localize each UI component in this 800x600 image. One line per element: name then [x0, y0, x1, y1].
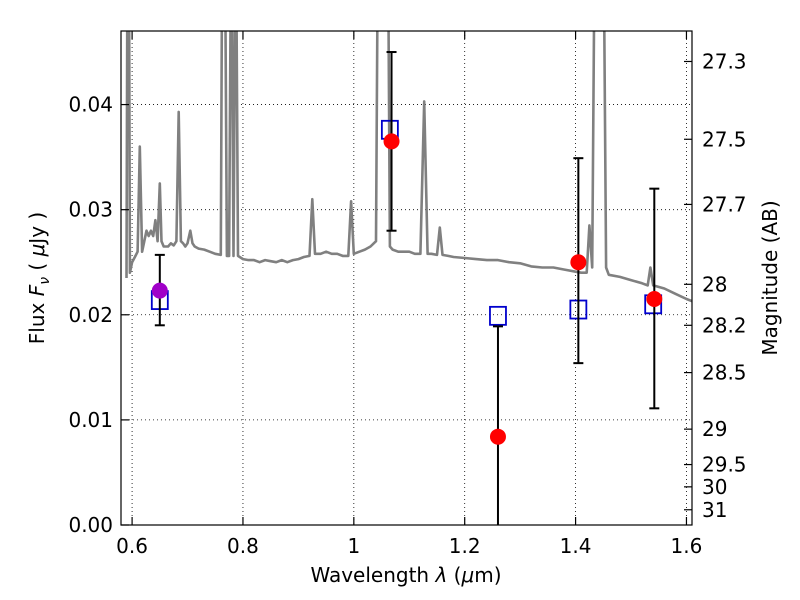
x-tick-label: 1.4	[560, 534, 592, 558]
x-tick-label: 1.6	[671, 534, 703, 558]
x-axis-ticks: 0.6 0.8 1 1.2 1.4 1.6	[116, 31, 702, 558]
y2-tick-label: 27.3	[702, 49, 747, 73]
x-tick-label: 0.6	[116, 534, 148, 558]
observed-flux-point	[383, 133, 400, 150]
y2-tick-label: 27.7	[702, 192, 747, 216]
y-axis-label: Flux Fν ( μJy )	[25, 212, 53, 344]
x-axis-label: Wavelength λ (μm)	[310, 563, 501, 587]
y2-tick-label: 30	[702, 475, 727, 499]
model-spectrum-line	[125, 31, 692, 303]
model-photometry-square	[489, 305, 507, 326]
y-tick-label: 0.02	[68, 303, 113, 327]
y2-tick-label: 31	[702, 498, 727, 522]
y-tick-label: 0.00	[68, 513, 113, 537]
y2-tick-label: 28.5	[702, 361, 747, 385]
observed-flux-point	[489, 428, 506, 445]
y-tick-label: 0.03	[68, 198, 113, 222]
observed-flux-point	[570, 254, 587, 271]
plot-frame	[120, 30, 693, 526]
y2-tick-label: 28	[702, 272, 727, 296]
y-tick-label: 0.01	[68, 408, 113, 432]
x-tick-label: 1	[347, 534, 360, 558]
x-tick-label: 0.8	[227, 534, 259, 558]
observed-flux-point	[151, 282, 168, 299]
y2-tick-label: 29	[702, 417, 727, 441]
y2-tick-label: 29.5	[702, 453, 747, 477]
y-tick-label: 0.04	[68, 93, 113, 117]
x-tick-label: 1.2	[449, 534, 481, 558]
y2-axis-label: Magnitude (AB)	[758, 200, 782, 355]
observed-flux-point	[646, 291, 663, 308]
error-bars	[151, 51, 663, 525]
y2-tick-label: 27.5	[702, 127, 747, 151]
plot-background	[121, 31, 692, 525]
y2-tick-label: 28.2	[702, 313, 747, 337]
y-axis-ticks: 0.00 0.01 0.02 0.03 0.04	[68, 93, 129, 537]
